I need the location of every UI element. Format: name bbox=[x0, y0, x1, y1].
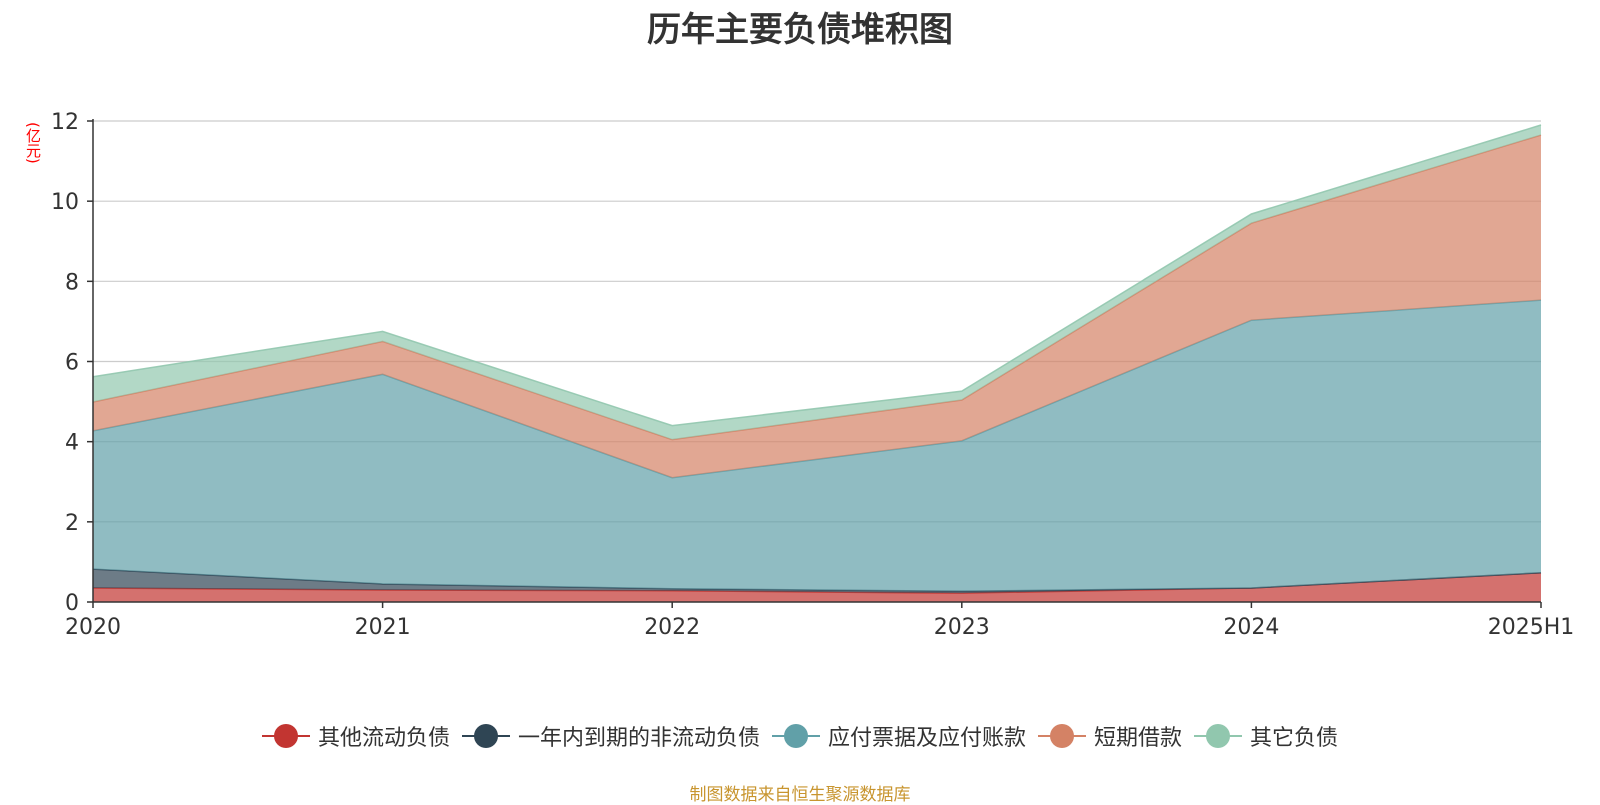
legend-label: 其它负债 bbox=[1250, 726, 1339, 751]
legend-label: 短期借款 bbox=[1094, 726, 1183, 751]
area-series-短期借款[interactable] bbox=[93, 135, 1541, 478]
y-tick-label: 8 bbox=[65, 270, 79, 295]
legend-label: 其他流动负债 bbox=[317, 726, 450, 751]
legend-marker bbox=[1194, 724, 1243, 748]
area-series-一年内到期的非流动负债[interactable] bbox=[93, 569, 1541, 594]
area-series-应付票据及应付账款[interactable] bbox=[93, 300, 1541, 592]
legend-item-other-current-liabilities[interactable]: 其他流动负债 bbox=[261, 720, 450, 752]
axes: 0 2 4 6 8 10 12 2020 2021 2022 2023 2024 2025H1 bbox=[51, 110, 1574, 640]
area-series-其它负债[interactable] bbox=[93, 125, 1541, 440]
y-tick-label: 4 bbox=[65, 431, 79, 456]
legend: 其他流动负债 一年内到期的非流动负债 应付票据及应付账款 短期借款 其它负债 bbox=[0, 720, 1600, 752]
legend-marker bbox=[461, 724, 510, 748]
y-tick-label: 6 bbox=[65, 351, 79, 376]
x-tick-label: 2025H1 bbox=[1488, 615, 1575, 640]
y-tick-label: 12 bbox=[51, 110, 79, 135]
legend-item-other-liabilities[interactable]: 其它负债 bbox=[1194, 720, 1338, 752]
legend-item-notes-accounts-payable[interactable]: 应付票据及应付账款 bbox=[771, 720, 1026, 752]
y-tick-label: 10 bbox=[51, 190, 79, 215]
x-tick-label: 2024 bbox=[1223, 615, 1279, 640]
x-tick-label: 2023 bbox=[934, 615, 990, 640]
x-tick-label: 2021 bbox=[355, 615, 411, 640]
y-tick-label: 0 bbox=[65, 591, 79, 616]
chart-title: 历年主要负债堆积图 bbox=[647, 10, 953, 50]
area-series-其他流动负债[interactable] bbox=[93, 572, 1541, 602]
data-source-note: 制图数据来自恒生聚源数据库 bbox=[689, 785, 911, 805]
legend-marker bbox=[771, 724, 820, 748]
x-tick-label: 2020 bbox=[65, 615, 121, 640]
y-axis-unit-label: (亿元) bbox=[24, 122, 42, 164]
area-series bbox=[92, 124, 1542, 602]
legend-label: 一年内到期的非流动负债 bbox=[517, 726, 760, 751]
legend-item-current-portion-noncurrent[interactable]: 一年内到期的非流动负债 bbox=[461, 720, 760, 752]
legend-label: 应付票据及应付账款 bbox=[827, 726, 1026, 751]
legend-marker bbox=[261, 724, 310, 748]
series-line-其它负债 bbox=[92, 124, 1542, 427]
x-tick-label: 2022 bbox=[644, 615, 700, 640]
legend-item-short-term-loans[interactable]: 短期借款 bbox=[1038, 720, 1182, 752]
y-tick-label: 2 bbox=[65, 511, 79, 536]
legend-marker bbox=[1038, 724, 1086, 748]
